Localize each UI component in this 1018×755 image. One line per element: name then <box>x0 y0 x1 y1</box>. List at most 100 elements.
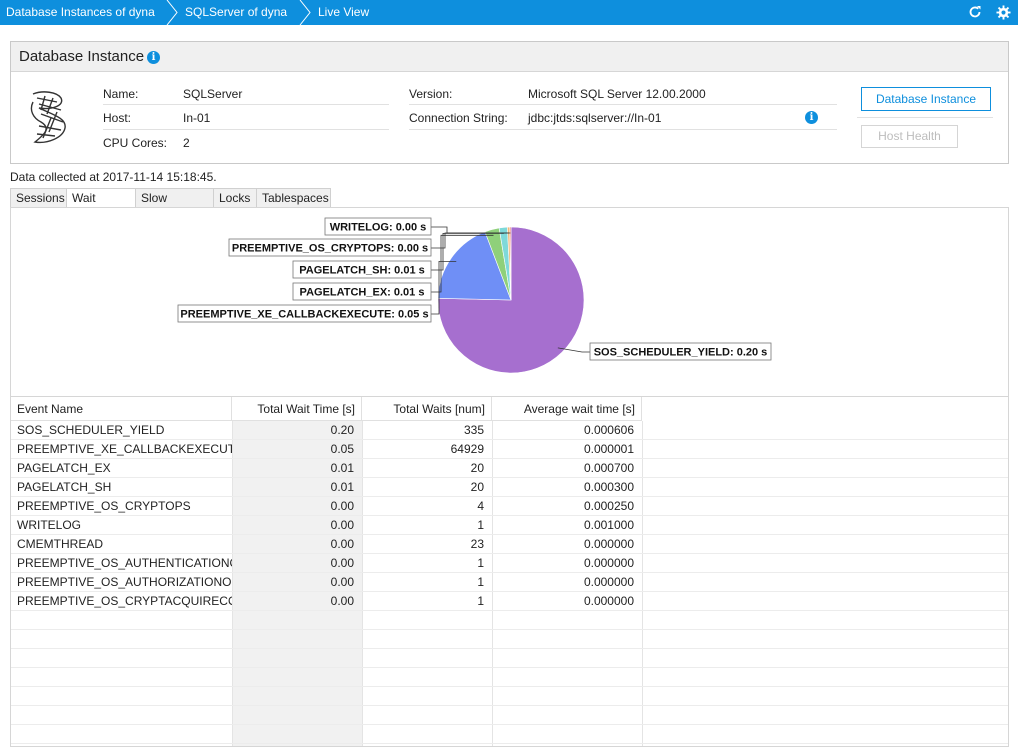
version-label: Version: <box>409 87 453 101</box>
table-row[interactable]: WRITELOG 0.00 1 0.001000 <box>11 516 1008 535</box>
divider <box>103 104 389 105</box>
average-wait-time-cell: 0.000700 <box>583 461 634 475</box>
event-name-cell: PREEMPTIVE_OS_AUTHENTICATIONO... <box>17 556 232 570</box>
tab-wait-states[interactable]: Wait States <box>66 188 136 224</box>
pie-label-box <box>292 282 432 301</box>
divider <box>409 104 837 105</box>
version-value: Microsoft SQL Server 12.00.2000 <box>528 87 706 101</box>
cpu-cores-value: 2 <box>183 136 190 150</box>
pie-label-leader-line <box>431 226 511 234</box>
column-header-total-waits[interactable]: Total Waits [num] <box>362 397 492 421</box>
average-wait-time-cell: 0.000606 <box>583 423 634 437</box>
average-wait-time-cell: 0.000250 <box>583 499 634 513</box>
total-waits-cell: 335 <box>463 423 484 437</box>
table-row[interactable]: CMEMTHREAD 0.00 23 0.000000 <box>11 535 1008 554</box>
table-row[interactable]: PAGELATCH_EX 0.01 20 0.000700 <box>11 459 1008 478</box>
breadcrumb-item-live-view[interactable]: Live View <box>318 5 370 19</box>
event-name-cell: PREEMPTIVE_XE_CALLBACKEXECUTE <box>17 442 232 456</box>
divider <box>409 129 837 130</box>
pie-label-box <box>228 238 432 257</box>
sorted-column-highlight <box>232 421 362 746</box>
total-waits-cell: 1 <box>477 575 484 589</box>
database-instance-panel: Database Instance i Name: SQLServer Host… <box>10 41 1009 164</box>
connection-string-label: Connection String: <box>409 111 508 125</box>
table-row[interactable]: PREEMPTIVE_OS_AUTHENTICATIONO... 0.00 1 0.0… <box>11 554 1008 573</box>
column-header-event-name[interactable]: Event Name <box>11 397 232 421</box>
average-wait-time-cell: 0.000000 <box>583 594 634 608</box>
table-row[interactable]: PREEMPTIVE_XE_CALLBACKEXECUTE 0.05 64929 0.… <box>11 440 1008 459</box>
pie-slice-label: PAGELATCH_SH: 0.01 s <box>299 265 425 277</box>
tab-slow-queries[interactable]: Slow Queries <box>135 188 214 224</box>
total-wait-time-cell: 0.00 <box>330 594 354 608</box>
database-instance-button[interactable]: Database Instance <box>861 87 991 111</box>
column-divider <box>642 421 643 746</box>
average-wait-time-cell: 0.000001 <box>583 442 634 456</box>
pie-slice[interactable] <box>437 231 512 301</box>
average-wait-time-cell: 0.000000 <box>583 537 634 551</box>
info-icon[interactable]: i <box>147 51 160 64</box>
total-wait-time-cell: 0.00 <box>330 556 354 570</box>
column-header-label: Total Wait Time [s] <box>257 402 355 416</box>
host-label: Host: <box>103 111 132 125</box>
total-wait-time-cell: 0.01 <box>330 461 354 475</box>
tab-tablespaces[interactable]: Tablespaces <box>256 188 331 208</box>
column-header-average-wait-time[interactable]: Average wait time [s] <box>492 397 642 421</box>
sql-server-logo-icon <box>30 91 66 144</box>
event-name-cell: PAGELATCH_EX <box>17 461 111 475</box>
connection-string-value: jdbc:jtds:sqlserver://In-01 <box>528 111 662 125</box>
empty-table-row <box>11 725 1008 744</box>
pie-slice-label: WRITELOG: 0.00 s <box>330 222 427 234</box>
tab-locks[interactable]: Locks <box>213 188 257 208</box>
column-divider <box>232 421 233 746</box>
total-wait-time-cell: 0.00 <box>330 518 354 532</box>
empty-table-row <box>11 668 1008 687</box>
tab-sessions[interactable]: Sessions <box>10 188 67 208</box>
pie-slice-label: PREEMPTIVE_XE_CALLBACKEXECUTE: 0.05 s <box>180 309 428 321</box>
average-wait-time-cell: 0.000000 <box>583 575 634 589</box>
pie-slice[interactable] <box>437 226 585 374</box>
total-wait-time-cell: 0.01 <box>330 480 354 494</box>
divider <box>103 129 389 130</box>
breadcrumb: Database Instances of dyna SQLServer of … <box>0 0 1018 25</box>
host-value: In-01 <box>183 111 211 125</box>
average-wait-time-cell: 0.000300 <box>583 480 634 494</box>
total-waits-cell: 1 <box>477 594 484 608</box>
table-row[interactable]: PAGELATCH_SH 0.01 20 0.000300 <box>11 478 1008 497</box>
table-row[interactable]: PREEMPTIVE_OS_AUTHORIZATIONOPS 0.00 1 0.000… <box>11 573 1008 592</box>
event-name-cell: PREEMPTIVE_OS_CRYPTOPS <box>17 499 191 513</box>
pie-label-leader-line <box>431 260 457 315</box>
pie-slice[interactable] <box>509 226 512 301</box>
name-label: Name: <box>103 87 139 101</box>
pie-chart-svg: SOS_SCHEDULER_YIELD: 0.20 s PREEMPTIVE_XE… <box>177 217 772 374</box>
total-wait-time-cell: 0.00 <box>330 575 354 589</box>
breadcrumb-item-instances[interactable]: Database Instances of dyna <box>6 5 155 19</box>
table-row[interactable]: PREEMPTIVE_OS_CRYPTACQUIRECO... 0.00 1 0.00… <box>11 592 1008 611</box>
table-row[interactable]: PREEMPTIVE_OS_CRYPTOPS 0.00 4 0.000250 <box>11 497 1008 516</box>
pie-label-box <box>324 217 432 236</box>
wait-states-table: Event Name ▽ Total Wait Time [s] Total W… <box>11 397 1008 746</box>
empty-table-row <box>11 630 1008 649</box>
pie-label-box <box>177 304 432 323</box>
breadcrumb-item-sqlserver[interactable]: SQLServer of dyna <box>185 5 288 19</box>
host-health-button: Host Health <box>861 125 958 148</box>
refresh-icon[interactable] <box>966 3 984 21</box>
total-wait-time-cell: 0.00 <box>330 499 354 513</box>
event-name-cell: SOS_SCHEDULER_YIELD <box>17 423 165 437</box>
total-waits-cell: 20 <box>470 480 484 494</box>
panel-header: Database Instance i <box>11 42 1008 72</box>
name-value: SQLServer <box>183 87 243 101</box>
table-row[interactable]: SOS_SCHEDULER_YIELD 0.20 335 0.000606 <box>11 421 1008 440</box>
average-wait-time-cell: 0.001000 <box>583 518 634 532</box>
column-header-total-wait-time[interactable]: ▽ Total Wait Time [s] <box>232 397 520 421</box>
pie-slice-label: PAGELATCH_EX: 0.01 s <box>300 287 425 299</box>
wait-states-pie-chart: SOS_SCHEDULER_YIELD: 0.20 s PREEMPTIVE_XE… <box>11 208 1008 397</box>
pie-label-box <box>589 342 772 361</box>
data-collected-text: Data collected at 2017-11-14 15:18:45. <box>10 170 217 184</box>
gear-icon[interactable] <box>994 3 1012 21</box>
total-wait-time-cell: 0.00 <box>330 537 354 551</box>
pie-slice-label: PREEMPTIVE_OS_CRYPTOPS: 0.00 s <box>232 243 428 255</box>
event-name-cell: CMEMTHREAD <box>17 537 103 551</box>
connection-info-icon[interactable]: i <box>805 111 818 124</box>
column-divider <box>362 421 363 746</box>
pie-slice-label: SOS_SCHEDULER_YIELD: 0.20 s <box>594 347 768 359</box>
